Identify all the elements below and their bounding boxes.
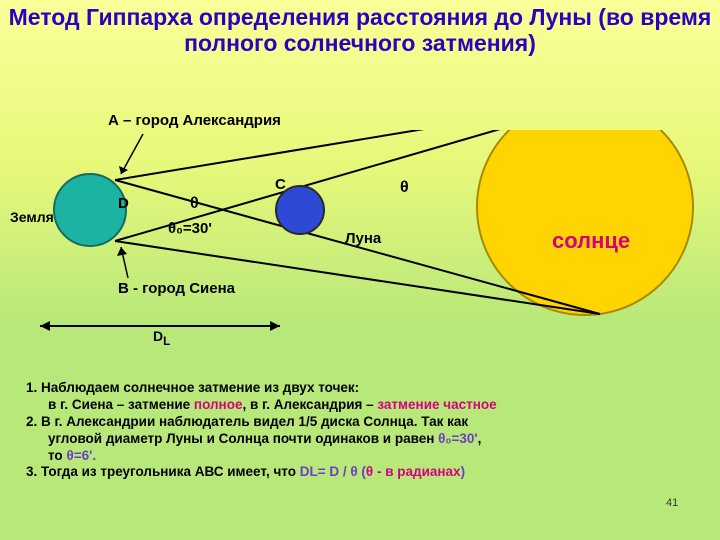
body-text: 1. Наблюдаем солнечное затмение из двух … (26, 380, 704, 481)
line4: угловой диаметр Луны и Солнца почти один… (26, 431, 704, 448)
l6c: θ - в радианах (366, 464, 461, 479)
l2a: в г. Сиена – затмение (48, 397, 194, 412)
label-theta0: θ₀=30' (168, 220, 212, 237)
l4a: угловой диаметр Луны и Солнца почти один… (48, 431, 438, 446)
arrow-b-head (117, 247, 127, 256)
page-number: 41 (666, 497, 678, 509)
label-d: D (118, 195, 129, 212)
l2c: , в г. Александрия – (242, 397, 377, 412)
label-theta1: θ (190, 195, 199, 213)
arrow-a-head (119, 166, 128, 174)
dl-text: DL (153, 328, 170, 344)
earth-label: Земля (10, 209, 54, 225)
l2b: полное (194, 397, 243, 412)
l4b: θ₀=30' (438, 431, 478, 446)
diagram (0, 130, 720, 320)
line6: 3. Тогда из треугольника АВС имеет, что … (26, 464, 704, 481)
moon-label: Луна (345, 230, 381, 247)
l5a: то (48, 448, 66, 463)
label-c: С (275, 176, 286, 193)
earth-circle (54, 174, 126, 246)
l6d: ) (461, 464, 466, 479)
l4c: , (478, 431, 482, 446)
line2: в г. Сиена – затмение полное, в г. Алекс… (26, 397, 704, 414)
l2d: затмение частное (377, 397, 496, 412)
sun-circle (477, 130, 693, 315)
legend-b: В - город Сиена (118, 280, 235, 297)
label-theta2: θ (400, 179, 409, 197)
sun-label: солнце (552, 228, 630, 254)
l5b: θ=6'. (66, 448, 96, 463)
l6a: 3. Тогда из треугольника АВС имеет, что (26, 464, 300, 479)
page-title: Метод Гиппарха определения расстояния до… (0, 0, 720, 59)
legend-a: А – город Александрия (108, 112, 281, 129)
arrow-a (121, 134, 143, 174)
line1: 1. Наблюдаем солнечное затмение из двух … (26, 380, 704, 397)
line3: 2. В г. Александрии наблюдатель видел 1/… (26, 414, 704, 431)
l6b: DL= D / θ ( (300, 464, 366, 479)
moon-circle (276, 186, 324, 234)
dl-label: DL (153, 328, 170, 348)
line5: то θ=6'. (26, 448, 704, 465)
